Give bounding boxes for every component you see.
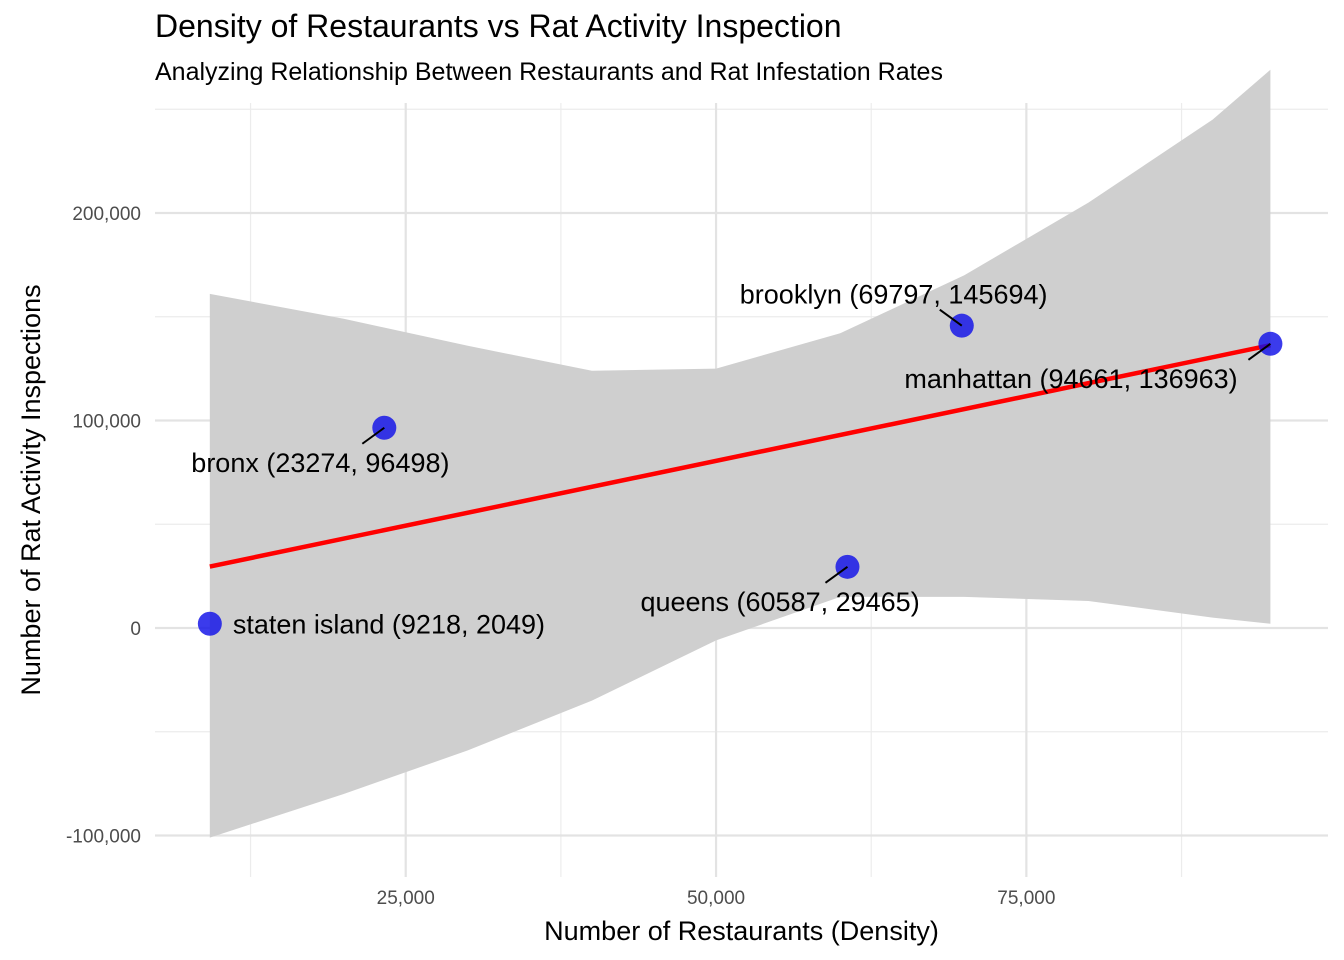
point-leader-line <box>1247 342 1272 361</box>
x-tick-label: 50,000 <box>687 888 745 909</box>
trend-line-layer <box>209 342 1271 569</box>
y-axis-title: Number of Rat Activity Inspections <box>16 284 46 695</box>
x-tick-label: 75,000 <box>997 888 1055 909</box>
point-leader-line <box>361 426 385 445</box>
chart-title: Density of Restaurants vs Rat Activity I… <box>155 8 842 44</box>
point-leader-line <box>939 308 963 327</box>
point-label: brooklyn (69797, 145694) <box>740 280 1048 310</box>
y-tick-label: 200,000 <box>72 204 141 225</box>
point-label: manhattan (94661, 136963) <box>904 364 1237 394</box>
chart-subtitle: Analyzing Relationship Between Restauran… <box>155 58 943 86</box>
y-tick-label: -100,000 <box>66 826 141 847</box>
point-labels-layer: staten island (9218, 2049) bronx (23274, … <box>191 280 1272 640</box>
axis-labels-layer: 25,000 50,000 75,000 -100,000 0 100,000 200,00… <box>16 204 1055 946</box>
x-axis-title: Number of Restaurants (Density) <box>544 916 939 946</box>
data-point <box>197 611 222 636</box>
point-label: bronx (23274, 96498) <box>191 448 449 478</box>
trend-line <box>209 342 1271 569</box>
x-tick-label: 25,000 <box>377 888 435 909</box>
y-tick-label: 100,000 <box>72 411 141 432</box>
point-leader-line <box>824 566 849 584</box>
y-tick-label: 0 <box>130 619 141 640</box>
point-label: staten island (9218, 2049) <box>233 610 545 640</box>
point-label: queens (60587, 29465) <box>640 587 919 617</box>
